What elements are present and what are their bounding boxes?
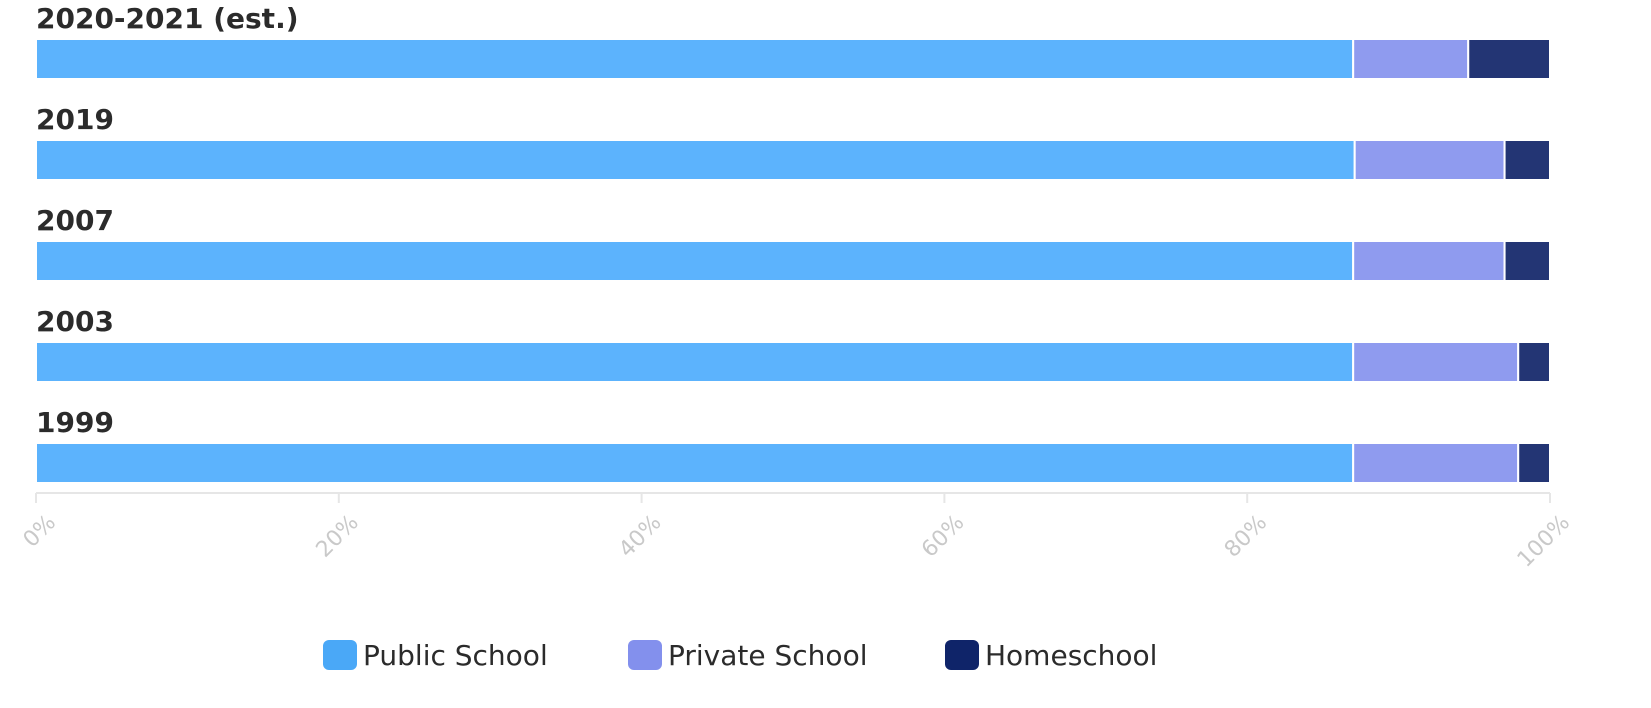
category-label: 2020-2021 (est.) (36, 2, 299, 35)
legend-swatch-homeschool (945, 640, 979, 670)
bar-segment-public-school (35, 442, 1355, 484)
category-label: 2019 (36, 103, 114, 136)
bar-segments (35, 38, 1551, 484)
x-tick-label: 80% (1220, 510, 1272, 562)
legend-label: Homeschool (985, 639, 1157, 672)
category-label: 1999 (36, 406, 114, 439)
bar-segment-private-school (1352, 442, 1520, 484)
bar-segment-public-school (35, 240, 1355, 282)
legend-swatch-public-school (323, 640, 357, 670)
bar-segment-homeschool (1517, 341, 1551, 383)
x-tick-label: 0% (19, 510, 61, 552)
category-label: 2003 (36, 305, 114, 338)
bar-segment-homeschool (1517, 442, 1551, 484)
x-tick-label: 60% (917, 510, 969, 562)
legend: Public School Private School Homeschool (323, 639, 1157, 672)
bar-segment-homeschool (1503, 240, 1551, 282)
x-axis-ticks: 0% 20% 40% 60% 80% 100% (19, 493, 1575, 572)
bar-segment-private-school (1352, 240, 1506, 282)
legend-label: Public School (363, 639, 548, 672)
bar-segment-public-school (35, 38, 1355, 80)
category-label: 2007 (36, 204, 114, 237)
x-tick-label: 40% (614, 510, 666, 562)
bar-segment-public-school (35, 341, 1355, 383)
x-tick-label: 20% (312, 510, 364, 562)
bar-segment-homeschool (1503, 139, 1551, 181)
bar-segment-private-school (1352, 341, 1520, 383)
legend-label: Private School (668, 639, 867, 672)
legend-swatch-private-school (628, 640, 662, 670)
x-tick-label: 100% (1513, 510, 1575, 572)
category-labels: 2020-2021 (est.) 2019 2007 2003 1999 (36, 2, 299, 439)
bar-segment-homeschool (1467, 38, 1551, 80)
bar-segment-private-school (1353, 139, 1506, 181)
bar-segment-private-school (1352, 38, 1470, 80)
bar-segment-public-school (35, 139, 1356, 181)
